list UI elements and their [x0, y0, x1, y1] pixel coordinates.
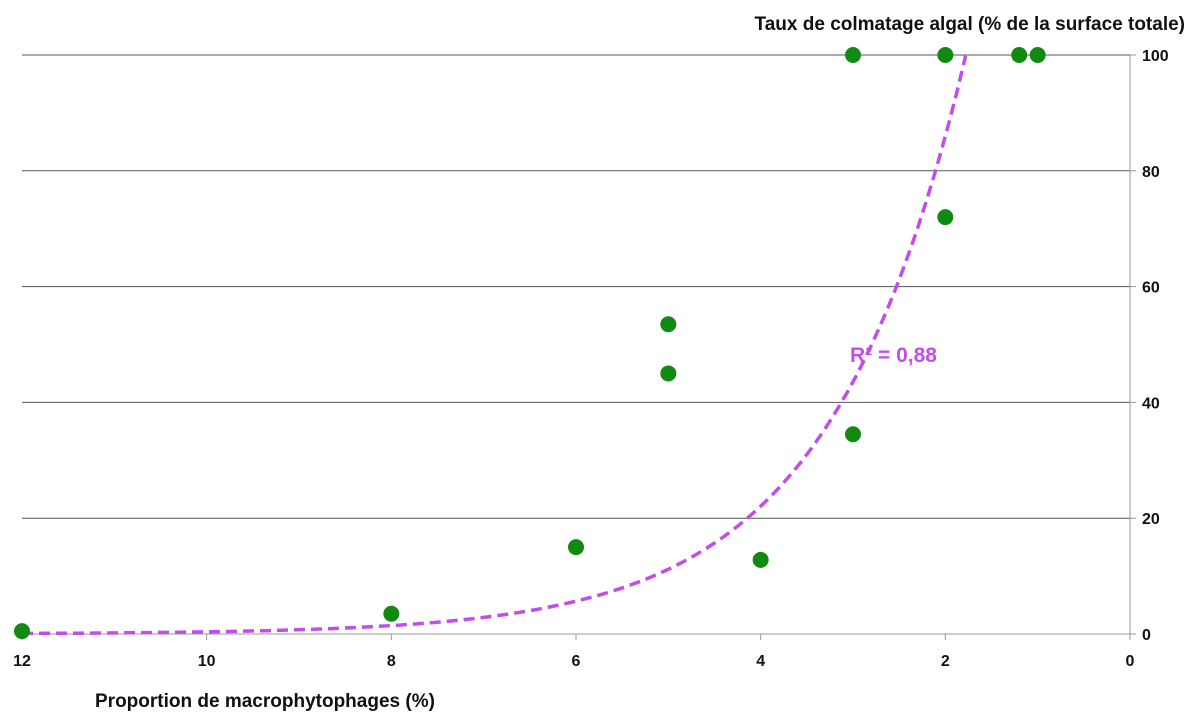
data-point	[937, 47, 954, 63]
y-tick-label: 40	[1142, 395, 1160, 412]
y-tick-label: 60	[1142, 280, 1160, 297]
data-point	[845, 47, 861, 63]
data-point	[1029, 47, 1046, 63]
data-point	[660, 365, 677, 382]
x-tick-label: 4	[756, 653, 765, 670]
data-point	[752, 551, 769, 568]
x-tick-label: 10	[198, 653, 216, 670]
r-squared-label: R² = 0,88	[850, 344, 937, 367]
y-tick-label: 80	[1142, 164, 1160, 181]
y-tick-label: 20	[1142, 511, 1160, 528]
x-tick-label: 8	[387, 653, 396, 670]
x-axis-ticks: 12 10 8 6 4 2 0	[13, 634, 1135, 670]
y-tick-label: 0	[1142, 627, 1151, 644]
data-points	[14, 47, 1046, 640]
exponential-trendline	[22, 55, 968, 636]
x-tick-label: 12	[13, 653, 31, 670]
x-axis-title: Proportion de macrophytophages (%)	[95, 691, 435, 712]
x-tick-label: 6	[572, 653, 581, 670]
data-point	[383, 605, 400, 622]
gridlines	[22, 54, 1130, 519]
x-tick-label: 0	[1126, 653, 1135, 670]
data-point	[14, 623, 30, 640]
data-point	[1011, 47, 1028, 63]
data-point	[845, 426, 861, 443]
y-axis-ticks: 0 20 40 60 80 100	[1130, 48, 1169, 644]
data-point	[568, 539, 584, 556]
y-tick-label: 100	[1142, 48, 1169, 65]
y-axis-title: Taux de colmatage algal (% de la surface…	[755, 14, 1185, 35]
data-point	[937, 209, 954, 226]
x-tick-label: 2	[941, 653, 950, 670]
data-point	[660, 316, 677, 333]
